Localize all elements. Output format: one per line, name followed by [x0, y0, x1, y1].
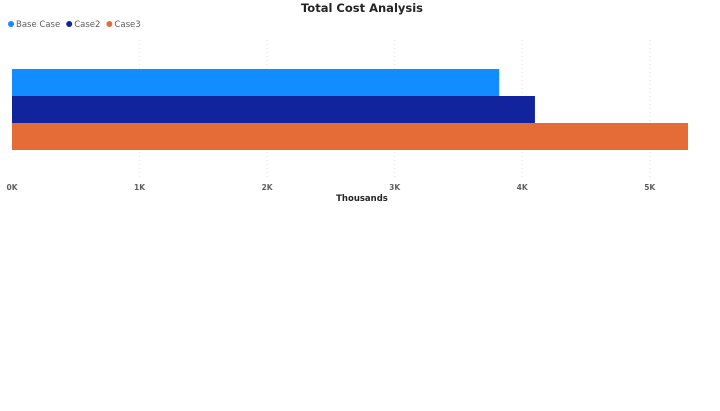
legend-marker-3	[106, 21, 113, 27]
legend-label-2: Case2	[74, 20, 100, 30]
bar-base-case[interactable]	[12, 69, 500, 96]
bar-case2[interactable]	[12, 96, 535, 123]
legend: Base Case Case2 Case3	[8, 20, 141, 30]
x-tick-label-5: 4K	[517, 183, 529, 192]
x-tick-label-2: 1K	[134, 183, 146, 192]
x-axis-ticks: 0K 1K 2K 3K 4K 5K	[6, 183, 656, 192]
bars	[12, 69, 688, 150]
x-tick-label-1: 0K	[6, 183, 18, 192]
legend-label-3: Case3	[114, 20, 140, 30]
legend-marker-2	[66, 21, 73, 27]
x-tick-label-4: 3K	[389, 183, 401, 192]
bar-case3[interactable]	[12, 123, 688, 150]
legend-marker-1	[8, 21, 14, 27]
x-tick-label-3: 2K	[262, 183, 274, 192]
x-tick-label-6: 5K	[644, 183, 656, 192]
chart-title: Total Cost Analysis	[301, 1, 423, 15]
legend-label-1: Base Case	[16, 20, 60, 30]
x-axis-title: Thousands	[336, 194, 388, 204]
